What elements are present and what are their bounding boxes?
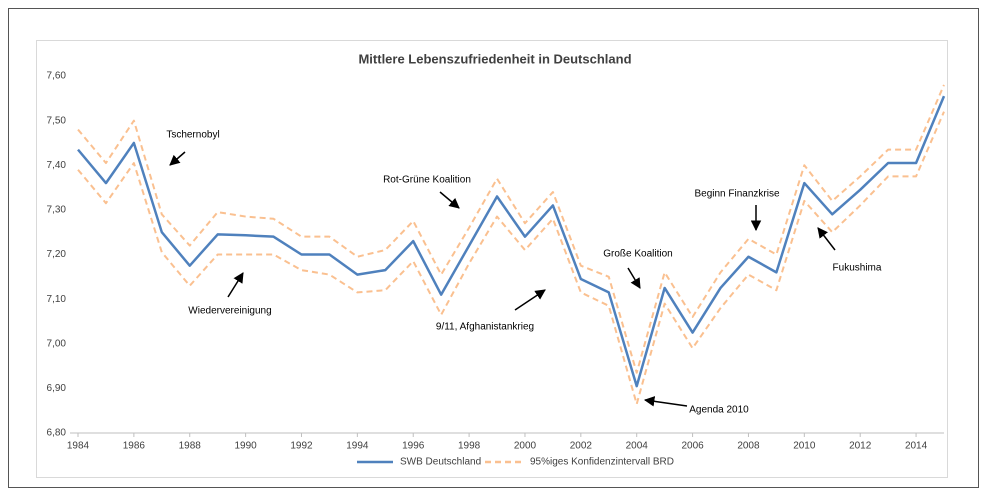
x-tick-label: 1984 [67,441,90,452]
legend-label: SWB Deutschland [400,457,481,468]
x-tick-label: 2006 [681,441,704,452]
annotation-arrow [227,272,244,298]
x-tick-label: 1998 [458,441,481,452]
annotation: Tschernobyl [166,130,219,141]
x-tick-label: 1988 [179,441,202,452]
y-tick-label: 6,90 [47,383,67,394]
x-tick-label: 1992 [290,441,313,452]
y-tick-label: 6,80 [47,428,67,439]
annotation: Wiedervereinigung [188,306,271,317]
x-tick-label: 2000 [514,441,537,452]
legend-label: 95%iges Konfidenzintervall BRD [530,457,674,468]
frame [8,8,979,488]
annotation-arrow [643,396,688,407]
annotation-arrow [439,191,460,209]
x-tick-label: 1996 [402,441,425,452]
x-tick-label: 1986 [123,441,146,452]
series-line [77,95,946,388]
annotation: Große Koalition [603,249,672,260]
x-tick-label: 2008 [737,441,760,452]
annotation-arrow [514,289,546,311]
x-tick-label: 2010 [793,441,816,452]
x-tick-label: 2014 [905,441,928,452]
chart-title: Mittlere Lebenszufriedenheit in Deutschl… [358,51,631,66]
annotation: Rot-Grüne Koalition [383,175,471,186]
annotation-arrow [627,267,641,289]
annotation-arrow [169,151,186,166]
y-tick-label: 7,10 [47,294,67,305]
annotation: 9/11, Afghanistankrieg [436,322,534,333]
annotation: Agenda 2010 [689,405,749,416]
x-tick-label: 2012 [849,441,872,452]
x-tick-label: 1994 [346,441,369,452]
y-tick-label: 7,40 [47,160,67,171]
annotation-arrow [817,227,836,251]
y-tick-label: 7,30 [47,205,67,216]
chart-area [36,40,948,478]
x-tick-label: 2004 [626,441,649,452]
y-tick-label: 7,50 [47,115,67,126]
series-line [77,84,945,374]
annotation: Beginn Finanzkrise [694,189,779,200]
y-tick-label: 7,60 [47,71,67,82]
y-tick-label: 7,00 [47,338,67,349]
x-tick-label: 1990 [234,441,257,452]
x-tick-label: 2002 [570,441,593,452]
annotation: Fukushima [833,263,882,274]
y-tick-label: 7,20 [47,249,67,260]
series-line [77,111,945,405]
